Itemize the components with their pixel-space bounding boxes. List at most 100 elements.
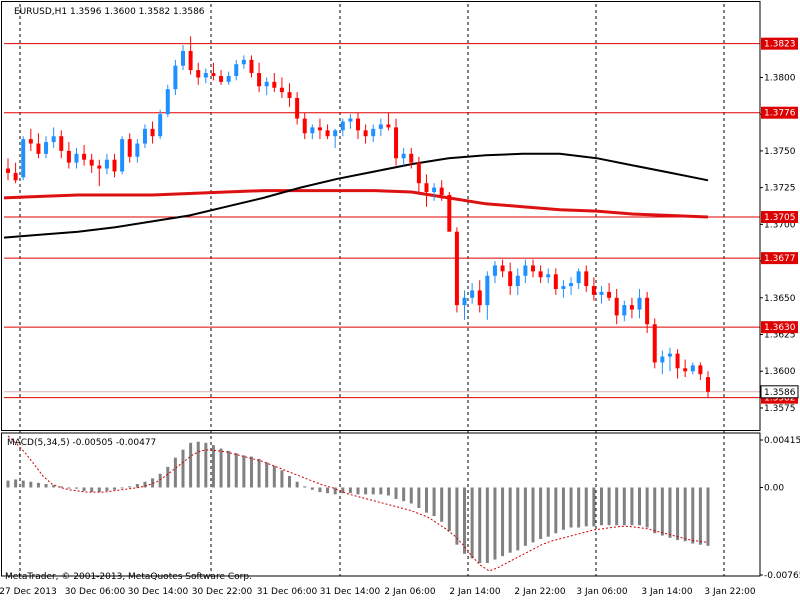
candle-body (234, 64, 239, 76)
candle-body (203, 73, 208, 78)
macd-bar (501, 487, 505, 557)
level-price-tag-label: 1.3823 (764, 40, 796, 50)
macd-bar (364, 487, 368, 495)
candle-body (257, 73, 262, 87)
candle-body (211, 73, 216, 76)
macd-bar (333, 487, 337, 495)
time-tick-label: 27 Dec 2013 (0, 587, 57, 597)
macd-bar (516, 487, 520, 551)
macd-bar (181, 449, 185, 488)
price-axis: 1.38001.37751.37501.37251.37001.36751.36… (760, 37, 800, 581)
candle-body (112, 159, 117, 172)
macd-bar (348, 487, 352, 494)
candle-body (667, 353, 672, 357)
macd-bar (691, 487, 695, 544)
macd-bar (683, 487, 687, 542)
candle-body (89, 159, 94, 166)
candle-body (492, 265, 497, 276)
macd-bar (6, 480, 10, 488)
macd-title: MACD(5,34,5) -0.00505 -0.00477 (7, 438, 156, 448)
ma-fast-line (3, 152, 709, 239)
candle-body (447, 194, 452, 232)
candle-body (363, 130, 368, 137)
candle-body (622, 305, 627, 316)
macd-bar (113, 487, 117, 490)
time-tick-label: 30 Dec 06:00 (65, 587, 126, 597)
macd-tick-label: 0.00 (764, 483, 784, 493)
macd-bar (592, 487, 596, 527)
time-axis: 27 Dec 2013 30 Dec 06:00 30 Dec 14:00 30 De… (0, 587, 756, 597)
macd-bar (288, 476, 292, 488)
macd-bar (74, 487, 78, 489)
candle-body (241, 59, 246, 65)
macd-bar (356, 487, 360, 495)
time-tick-label: 31 Dec 06:00 (257, 587, 318, 597)
macd-bar (394, 487, 398, 499)
candlestick-series (6, 36, 710, 398)
time-tick-label: 3 Jan 22:00 (704, 587, 756, 597)
macd-bar (204, 442, 208, 488)
time-tick-label: 31 Dec 14:00 (320, 587, 381, 597)
candle-body (310, 127, 315, 134)
macd-bar (577, 487, 581, 528)
macd-bar (668, 487, 672, 538)
candle-body (287, 92, 292, 99)
macd-bar (478, 487, 482, 563)
macd-bar (493, 487, 497, 560)
macd-bar (189, 442, 193, 488)
candle-body (645, 297, 650, 325)
macd-bar (341, 487, 345, 494)
macd-bar (447, 487, 451, 531)
time-tick-label: 30 Dec 14:00 (128, 587, 189, 597)
candle-body (394, 127, 399, 159)
macd-bar (539, 487, 543, 539)
macd-bar (227, 450, 231, 488)
price-tick-label: 1.3600 (764, 367, 796, 377)
macd-bar (36, 482, 40, 488)
candle-body (652, 324, 657, 363)
candle-body (561, 286, 566, 289)
candle-body (13, 172, 18, 181)
macd-bar (561, 487, 565, 530)
macd-bar (645, 487, 649, 528)
macd-bar (569, 487, 573, 528)
candle-body (135, 143, 140, 157)
macd-bar (219, 448, 223, 488)
macd-bar (660, 487, 664, 536)
level-price-tag-label: 1.3677 (764, 254, 796, 264)
macd-bar (242, 455, 246, 488)
candle-body (249, 59, 254, 74)
chart-frame (1, 1, 761, 577)
candle-body (348, 118, 353, 122)
candle-body (637, 297, 642, 310)
current-price-label: 1.3586 (764, 388, 796, 398)
level-price-tag-label: 1.3582 (764, 394, 796, 404)
candle-body (378, 124, 383, 129)
candle-body (690, 365, 695, 372)
main-panel-border (1, 1, 761, 431)
macd-tick-label: 0.00415 (764, 436, 800, 446)
macd-bar (295, 481, 299, 488)
macd-bar (257, 458, 261, 488)
candle-body (629, 305, 634, 310)
symbol-header: EURUSD,H1 1.3596 1.3600 1.3582 1.3586 (14, 7, 205, 17)
level-price-tag (761, 321, 798, 334)
candle-body (386, 124, 391, 128)
candle-body (104, 159, 109, 169)
macd-tick-label: -0.00765 (764, 571, 800, 581)
candle-body (340, 121, 345, 131)
macd-bar (265, 462, 269, 488)
candle-body (531, 265, 535, 272)
candle-body (470, 290, 475, 298)
candle-body (607, 291, 612, 298)
level-price-tag-label: 1.3705 (764, 213, 796, 223)
macd-bar (105, 487, 109, 491)
macd-bar (386, 487, 390, 496)
candle-body (485, 275, 490, 306)
macd-bar (409, 487, 413, 504)
candle-body (591, 286, 596, 295)
macd-bar (440, 487, 444, 522)
candle-body (333, 130, 338, 137)
macd-bar (531, 487, 535, 543)
